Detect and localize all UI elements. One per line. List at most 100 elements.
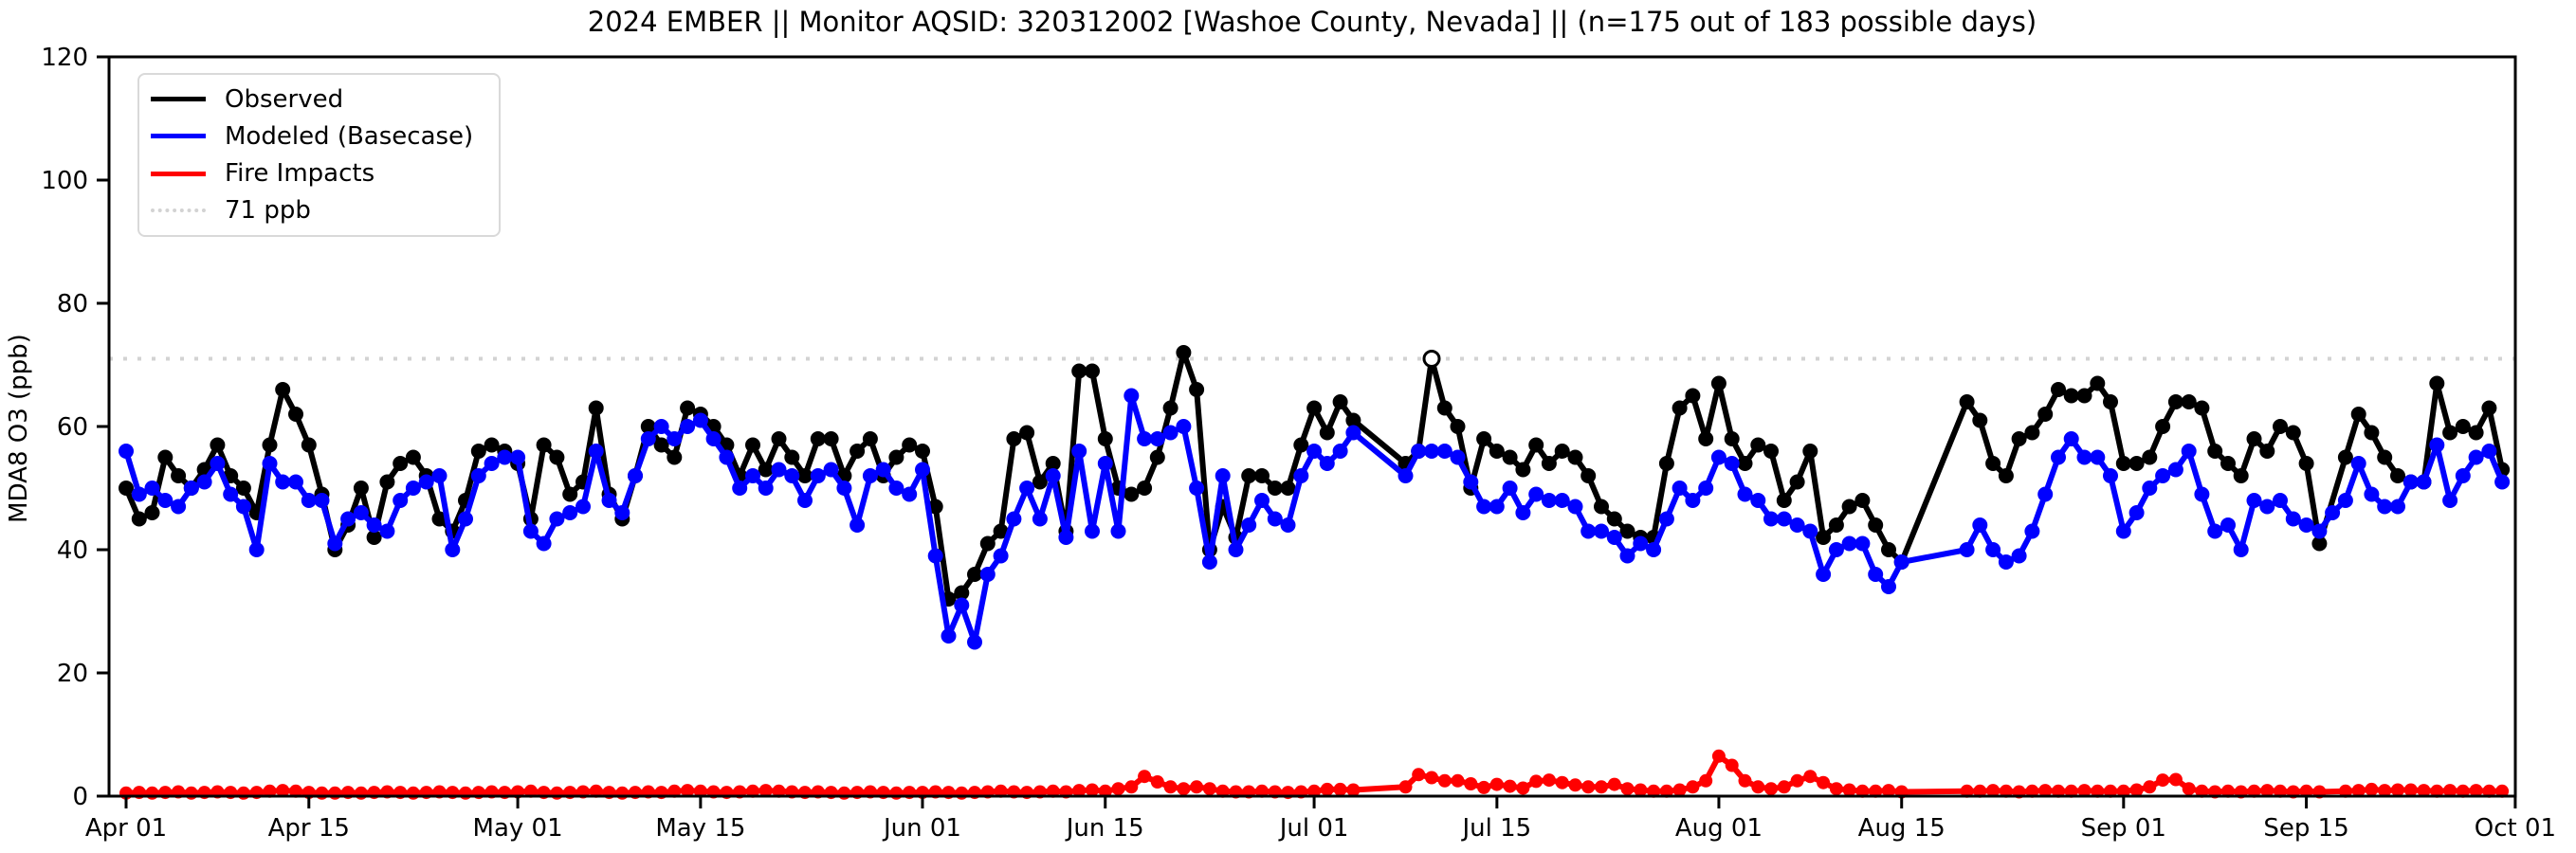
- data-point: [1345, 412, 1361, 428]
- data-point: [1606, 511, 1622, 527]
- data-point: [1425, 771, 1438, 785]
- data-point: [1750, 493, 1766, 508]
- data-point: [1228, 542, 1244, 557]
- data-point: [1985, 456, 2001, 471]
- data-point: [549, 449, 565, 465]
- data-point: [2337, 449, 2353, 465]
- data-point: [2194, 400, 2210, 416]
- data-point: [589, 784, 603, 798]
- data-point: [183, 481, 199, 496]
- data-point: [2090, 375, 2106, 391]
- data-point: [1006, 511, 1022, 527]
- data-point: [1150, 775, 1164, 789]
- data-point: [2207, 444, 2223, 459]
- data-point: [954, 585, 970, 601]
- data-point: [2181, 444, 2197, 459]
- data-point: [1960, 784, 1974, 798]
- data-point: [1293, 437, 1309, 453]
- data-point: [1137, 481, 1153, 496]
- data-point: [1163, 780, 1178, 794]
- data-point: [1189, 382, 1205, 397]
- data-point: [354, 786, 368, 800]
- data-point: [157, 449, 174, 465]
- data-point: [1567, 499, 1583, 515]
- legend-label: Modeled (Basecase): [225, 121, 474, 151]
- data-point: [1149, 449, 1165, 465]
- data-point: [954, 597, 970, 613]
- data-point: [2456, 784, 2470, 798]
- data-point: [758, 481, 774, 496]
- data-point: [314, 493, 330, 508]
- data-point: [1516, 781, 1530, 795]
- data-point: [1633, 535, 1649, 552]
- data-point: [1319, 425, 1335, 441]
- data-point: [2037, 407, 2054, 422]
- x-tick-label: Jul 15: [1460, 814, 1531, 843]
- legend-label: Fire Impacts: [225, 159, 375, 189]
- data-point: [2037, 486, 2054, 502]
- data-point: [2090, 449, 2106, 465]
- data-point: [2429, 437, 2445, 453]
- data-point: [1554, 444, 1570, 459]
- data-point: [497, 449, 513, 465]
- data-point: [1737, 486, 1753, 502]
- data-point: [131, 511, 147, 527]
- data-point: [1085, 523, 1100, 539]
- data-point: [1607, 777, 1621, 791]
- data-point: [1606, 530, 1622, 545]
- data-point: [2455, 468, 2471, 483]
- data-point: [1515, 505, 1531, 520]
- data-point: [889, 786, 904, 800]
- data-point: [2064, 784, 2078, 798]
- legend-item-modeled: Modeled (Basecase): [151, 118, 487, 154]
- data-point: [1451, 773, 1465, 788]
- data-point: [562, 486, 578, 502]
- y-tick-label: 20: [57, 660, 88, 688]
- data-point: [941, 628, 957, 644]
- x-tick-label: Sep 15: [2263, 814, 2348, 843]
- data-point: [1058, 530, 1074, 545]
- data-point: [667, 449, 683, 465]
- y-tick-label: 40: [57, 536, 88, 565]
- data-point: [1189, 481, 1205, 496]
- data-point: [1149, 431, 1165, 446]
- data-point: [1489, 777, 1504, 791]
- data-point: [2260, 784, 2275, 798]
- data-point: [628, 468, 643, 483]
- data-point: [588, 444, 604, 459]
- data-point: [1659, 784, 1673, 798]
- data-point: [2469, 784, 2483, 798]
- data-point: [2233, 542, 2249, 557]
- observed-line-swatch: [151, 97, 206, 102]
- data-point: [1006, 431, 1022, 446]
- chart-title: 2024 EMBER || Monitor AQSID: 320312002 […: [587, 6, 2037, 38]
- data-point: [2024, 523, 2040, 539]
- data-point: [1554, 493, 1570, 508]
- data-point: [536, 535, 552, 552]
- data-point: [2038, 784, 2053, 798]
- data-point: [1634, 783, 1648, 797]
- data-point: [1319, 456, 1335, 471]
- threshold-line-swatch: [151, 209, 206, 213]
- data-point: [2442, 425, 2458, 441]
- data-point: [1398, 468, 1414, 483]
- data-point: [405, 481, 421, 496]
- data-point: [1595, 780, 1608, 794]
- data-point: [1972, 412, 1988, 428]
- data-point: [2024, 425, 2040, 441]
- data-point: [2116, 784, 2130, 798]
- data-point: [1045, 456, 1061, 471]
- data-point: [1725, 758, 1739, 772]
- data-point: [1841, 499, 1857, 515]
- data-point: [850, 517, 866, 533]
- data-point: [746, 784, 759, 798]
- data-point: [2481, 444, 2497, 459]
- data-point: [1398, 780, 1413, 794]
- data-point: [667, 431, 683, 446]
- data-point: [1085, 363, 1100, 379]
- y-tick-label: 60: [57, 413, 88, 442]
- data-point: [2298, 517, 2314, 533]
- data-point: [2221, 784, 2235, 798]
- legend-item-fire: Fire Impacts: [151, 155, 487, 191]
- data-point: [235, 481, 251, 496]
